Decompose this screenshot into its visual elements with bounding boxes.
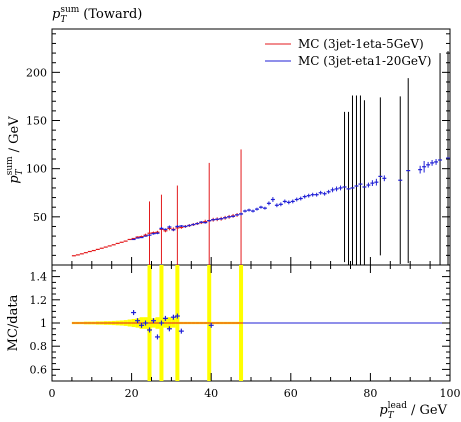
x-axis-label: pTlead / GeV [379, 401, 447, 421]
x-tick-label: 20 [125, 387, 139, 400]
ratio-y-tick-label: 1.2 [30, 294, 48, 307]
ratio-y-tick-label: 0.6 [30, 363, 48, 376]
main-series-layer [71, 51, 450, 265]
axes-layer: 0 20 40 60 80 100 50 100 150 200 0.6 0.8 1 1.2 1.4 [26, 33, 461, 400]
chart-title: pTsum (Toward) [52, 5, 142, 25]
ratio-y-tick-label: 0.8 [30, 340, 48, 353]
x-tick-label: 80 [363, 387, 377, 400]
ratio-y-axis-label: MC/data [6, 294, 21, 351]
x-tick-label: 60 [284, 387, 298, 400]
y-tick-label: 150 [26, 115, 47, 128]
ratio-y-tick-label: 1 [40, 317, 47, 330]
x-tick-label: 0 [49, 387, 56, 400]
ratio-layer [71, 265, 450, 381]
ratio-y-tick-label: 1.4 [30, 271, 48, 284]
x-tick-label: 40 [204, 387, 218, 400]
legend: MC (3jet-1eta-5GeV) MC (3jet-eta1-20GeV) [265, 37, 431, 68]
y-tick-label: 100 [26, 163, 47, 176]
legend-label-series-1: MC (3jet-1eta-5GeV) [298, 37, 424, 51]
y-axis-label: pTsum/ GeV [5, 116, 25, 184]
y-tick-label: 200 [26, 66, 47, 79]
y-tick-label: 50 [33, 211, 47, 224]
x-tick-label: 100 [440, 387, 461, 400]
legend-label-series-2: MC (3jet-eta1-20GeV) [298, 54, 431, 68]
